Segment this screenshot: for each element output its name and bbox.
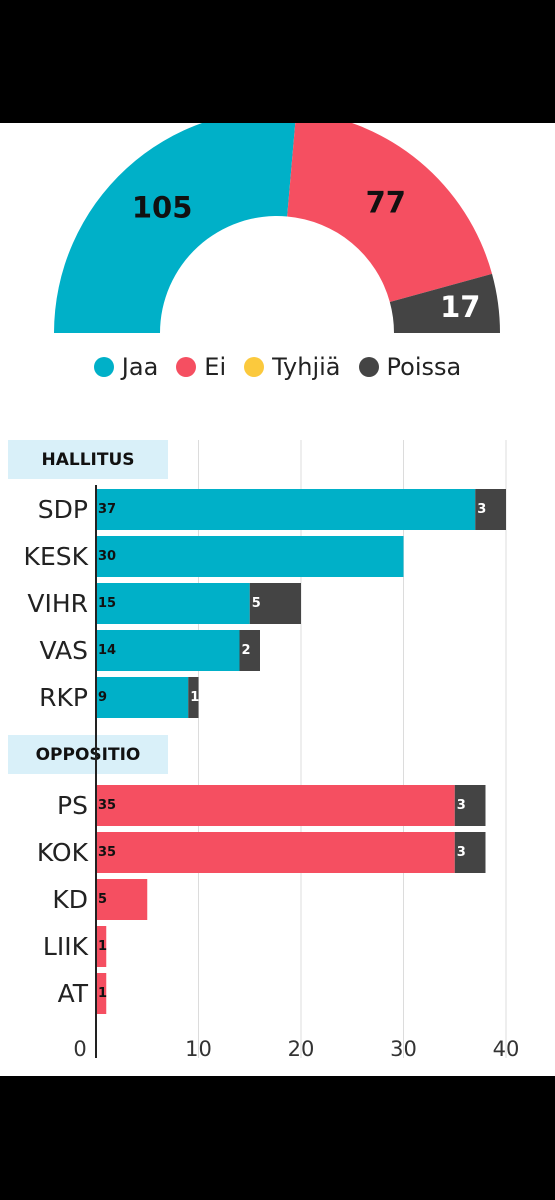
category-label-kd: KD (52, 885, 88, 914)
bar-label-poissa: 5 (252, 596, 261, 611)
category-label-ps: PS (57, 791, 88, 820)
bar-label-poissa: 3 (477, 502, 486, 517)
bar-sdp-poissa (475, 489, 506, 530)
group-header-box (8, 440, 168, 479)
bar-label-poissa: 3 (457, 798, 466, 813)
bar-label-main: 1 (98, 939, 107, 954)
category-label-kok: KOK (37, 838, 89, 867)
legend-label: Jaa (121, 353, 159, 381)
x-tick-label: 20 (288, 1037, 315, 1061)
legend-swatch (176, 357, 197, 377)
bar-kok-poissa (454, 832, 486, 873)
semicircle-slice-poissa (389, 273, 500, 333)
category-label-sdp: SDP (38, 495, 88, 524)
category-label-rkp: RKP (39, 683, 88, 712)
bar-label-main: 37 (98, 502, 116, 517)
semicircle-slice-jaa (54, 123, 296, 333)
bar-liik-main (96, 926, 107, 967)
bar-label-main: 5 (98, 892, 107, 907)
bar-label-main: 35 (98, 798, 116, 813)
bar-label-poissa: 2 (242, 643, 251, 658)
x-tick-label: 0 (73, 1037, 86, 1061)
legend-swatch (244, 357, 265, 377)
group-header-label: HALLITUS (41, 450, 134, 470)
bar-kd-main (96, 879, 148, 920)
x-tick-label: 40 (493, 1037, 520, 1061)
bar-vihr-poissa (249, 583, 301, 624)
chart-legend: Jaa Ei Tyhjiä Poissa (0, 353, 555, 381)
chart-canvas: 105 77 17 HALLITUS 3 37 SDP 30 KESK 5 15 VIHR 2 14 VAS… (0, 123, 555, 1076)
legend-swatch (93, 357, 114, 377)
bar-rkp-main (96, 677, 189, 718)
semicircle-label-poissa: 17 (440, 290, 480, 324)
semicircle-label-ei: 77 (366, 185, 406, 219)
bar-label-main: 15 (98, 596, 116, 611)
bar-label-main: 14 (98, 643, 116, 658)
x-tick-label: 10 (185, 1037, 212, 1061)
x-tick-label: 30 (390, 1037, 417, 1061)
category-label-at: AT (58, 979, 89, 1008)
group-header-label: OPPOSITIO (36, 745, 141, 765)
bar-label-poissa: 1 (190, 690, 199, 705)
legend-label: Tyhjiä (272, 353, 341, 381)
bar-label-main: 35 (98, 845, 116, 860)
legend-item-ei: Ei (176, 353, 226, 381)
legend-item-tyhjiä: Tyhjiä (244, 353, 341, 381)
bar-sdp-main (96, 489, 476, 530)
bar-kesk-main (96, 536, 404, 577)
bar-ps-poissa (454, 785, 486, 826)
bar-vas-poissa (239, 630, 260, 671)
category-label-vas: VAS (40, 636, 88, 665)
bar-rkp-poissa (188, 677, 199, 718)
bar-label-main: 1 (98, 986, 107, 1001)
bar-label-main: 9 (98, 690, 107, 705)
category-label-kesk: KESK (24, 542, 89, 571)
legend-item-jaa: Jaa (93, 353, 159, 381)
bar-vas-main (96, 630, 240, 671)
bar-kok-main (96, 832, 455, 873)
legend-item-poissa: Poissa (358, 353, 462, 381)
category-label-vihr: VIHR (27, 589, 88, 618)
legend-swatch (358, 357, 379, 377)
bar-label-main: 30 (98, 549, 116, 564)
semicircle-slice-ei (287, 123, 493, 302)
semicircle-label-jaa: 105 (132, 191, 193, 225)
group-header-box (8, 735, 168, 774)
legend-label: Poissa (386, 353, 462, 381)
vote-chart: 105 7717HALLITUS337SDP30KESK515VIHR214VAS… (8, 123, 520, 1061)
bar-at-main (96, 973, 107, 1014)
bar-label-poissa: 3 (457, 845, 466, 860)
legend-label: Ei (204, 353, 227, 381)
bar-ps-main (96, 785, 455, 826)
bar-vihr-main (96, 583, 250, 624)
category-label-liik: LIIK (43, 932, 89, 961)
